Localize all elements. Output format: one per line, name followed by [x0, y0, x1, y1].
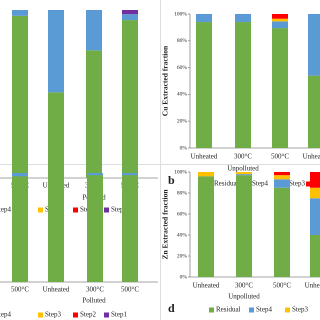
bar-segment — [12, 10, 28, 16]
bar-segment — [198, 176, 214, 277]
bar-segment — [308, 75, 320, 148]
bar-segment — [310, 198, 320, 235]
legend-marker — [285, 307, 290, 313]
bar-segment — [86, 50, 102, 178]
y-tick-label: 40% — [177, 232, 188, 238]
legend-label: Step4 — [0, 311, 11, 319]
y-tick-label: 100% — [174, 169, 187, 175]
bar-segment — [122, 173, 138, 176]
x-tick-label: 500°C — [271, 153, 289, 161]
bar-segment — [48, 173, 64, 282]
x-tick-label: Unheated — [193, 282, 220, 290]
y-tick-label: 100% — [174, 11, 187, 17]
bar-segment — [236, 172, 252, 175]
legend-label: Step3 — [289, 180, 305, 188]
x-tick-label: Unheated — [305, 282, 320, 290]
legend-marker — [38, 312, 43, 318]
y-tick-label: 80% — [177, 38, 188, 44]
bar-segment — [122, 10, 138, 15]
legend-label: Step1 — [111, 206, 127, 214]
panel-label: d — [168, 301, 175, 315]
y-tick-label: 20% — [177, 118, 188, 124]
bar-segment — [48, 92, 64, 178]
bar-segment — [274, 179, 290, 188]
bar-segment — [122, 14, 138, 21]
bar-segment — [236, 174, 252, 176]
y-tick-label: 60% — [177, 211, 188, 217]
bar-segment — [87, 173, 103, 176]
x-tick-label: 500°C — [121, 286, 139, 294]
bar-segment — [122, 20, 138, 178]
bar-segment — [198, 172, 214, 177]
bar-segment — [274, 187, 290, 277]
x-tick-label: Unheated — [303, 153, 320, 161]
legend-marker — [104, 207, 109, 213]
bar-segment — [272, 14, 288, 19]
y-tick-label: 0% — [180, 145, 188, 151]
bar-segment — [274, 172, 290, 176]
y-tick-label: 80% — [177, 190, 188, 196]
y-axis-title: Zn Extracted fraction — [161, 189, 170, 260]
legend-label: Step4 — [256, 306, 272, 314]
bar-segment — [86, 10, 102, 51]
legend-marker — [73, 312, 78, 318]
bar-segment — [310, 235, 320, 277]
legend-label: Residual — [214, 180, 239, 188]
legend-label: Step4 — [252, 180, 268, 188]
legend-marker — [306, 181, 311, 187]
bar-segment — [12, 176, 28, 282]
legend-label: Step3 — [292, 306, 308, 314]
group-label: Polluted — [82, 297, 106, 305]
bar-segment — [236, 175, 252, 277]
x-tick-label: Unheated — [43, 286, 70, 294]
y-tick-label: 60% — [177, 65, 188, 71]
legend-marker — [104, 312, 109, 318]
x-tick-label: 300°C — [234, 153, 252, 161]
x-tick-label: 300°C — [86, 286, 104, 294]
legend-label: Residual — [216, 306, 241, 314]
y-tick-label: 20% — [177, 253, 188, 259]
bar-segment — [272, 18, 288, 22]
legend-label: Step3 — [45, 311, 61, 319]
bar-segment — [235, 22, 251, 148]
legend-marker — [38, 207, 43, 213]
bar-segment — [310, 172, 320, 188]
bar-segment — [196, 22, 212, 148]
y-tick-label: 40% — [177, 92, 188, 98]
legend-label: Step2 — [80, 311, 96, 319]
group-label: Unpolluted — [228, 293, 260, 301]
legend-marker — [249, 307, 254, 313]
y-tick-label: 0% — [180, 274, 188, 280]
bar-segment — [12, 15, 28, 178]
bar-segment — [122, 175, 138, 282]
bar-segment — [235, 14, 251, 23]
x-tick-label: 500°C — [11, 286, 29, 294]
group-label: Unpolluted — [227, 165, 259, 173]
bar-segment — [12, 173, 28, 177]
legend-label: Step1 — [111, 311, 127, 319]
bar-segment — [274, 175, 290, 180]
bar-segment — [272, 28, 288, 148]
y-axis-title: Cu Extracted fraction — [161, 45, 170, 116]
bar-segment — [308, 14, 320, 76]
bar-segment — [310, 187, 320, 199]
bar-segment — [48, 10, 64, 93]
x-tick-label: Unheated — [191, 153, 218, 161]
bar-segment — [196, 14, 212, 23]
bar-segment — [272, 21, 288, 29]
legend-marker — [73, 207, 78, 213]
x-tick-label: 300°C — [235, 282, 253, 290]
legend-marker — [209, 307, 214, 313]
panel-label: b — [168, 173, 175, 187]
bar-segment — [87, 175, 103, 282]
legend-label: Step4 — [0, 206, 11, 214]
x-tick-label: 500°C — [273, 282, 291, 290]
